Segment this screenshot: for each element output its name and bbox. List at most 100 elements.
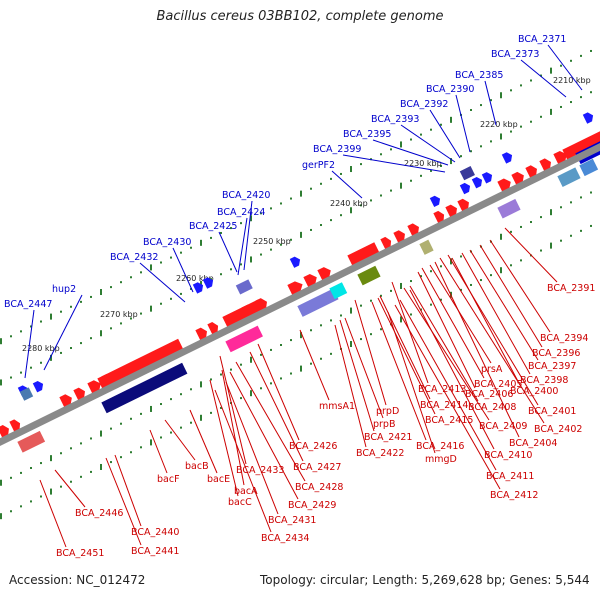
gene-label-bottom: BCA_2396 <box>532 348 580 359</box>
tick-mark <box>360 338 362 341</box>
tick-mark <box>350 207 352 214</box>
tick-mark <box>430 270 432 273</box>
leader-line <box>387 311 436 454</box>
leader-line <box>164 419 196 461</box>
tick-mark <box>560 206 562 209</box>
tick-mark <box>350 166 352 173</box>
tick-mark <box>60 485 62 488</box>
tick-mark <box>380 194 382 197</box>
tick-mark <box>50 354 52 361</box>
tick-mark <box>260 253 262 256</box>
tick-mark <box>360 163 362 166</box>
tick-mark <box>510 130 512 133</box>
tick-layer: 2210 kbp 2220 kbp 2230 kbp 2240 kbp 2250 kbp… <box>0 49 592 520</box>
label-layer: BCA_2371 BCA_2373 BCA_2385 BCA_2390 BCA_2392… <box>4 34 595 559</box>
tick-mark <box>420 275 422 278</box>
tick-mark <box>200 239 202 246</box>
gene-label-bottom: BCA_2415 <box>425 415 473 426</box>
tick-mark <box>500 133 502 140</box>
gene-label-top: BCA_2395 <box>343 129 391 140</box>
leader-line <box>189 409 218 474</box>
gene-label-bottom: BCA_2397 <box>528 361 576 372</box>
tick-mark <box>440 164 442 167</box>
tick-mark <box>480 279 482 282</box>
reverse-gene-teal <box>557 167 581 187</box>
tick-mark <box>210 278 212 281</box>
gene-label-bottom: BCA_2398 <box>520 375 568 386</box>
tick-mark <box>20 471 22 474</box>
tick-mark <box>330 352 332 355</box>
forward-gene <box>73 387 85 402</box>
tick-mark <box>110 461 112 464</box>
leader-line <box>439 257 545 424</box>
tick-mark <box>40 495 42 498</box>
gene-label-top: BCA_2371 <box>518 34 566 45</box>
gene-label-top: BCA_2424 <box>217 207 265 218</box>
tick-mark <box>50 313 52 320</box>
leader-line <box>299 329 330 401</box>
forward-gene <box>525 165 537 179</box>
tick-mark <box>310 228 312 231</box>
tick-mark <box>10 376 12 379</box>
tick-mark <box>90 337 92 340</box>
tick-mark <box>300 365 302 372</box>
tick-mark <box>570 59 572 62</box>
gene-label-bottom: bacA <box>234 486 258 497</box>
leader-line <box>421 267 485 379</box>
gene-label-bottom: BCA_2421 <box>364 432 412 443</box>
tick-mark <box>180 426 182 429</box>
tick-mark <box>250 256 252 263</box>
reverse-gene-cyan <box>329 282 348 300</box>
tick-mark <box>250 390 252 397</box>
gene-label-bottom: BCA_2412 <box>490 490 538 501</box>
leader-line <box>403 287 490 421</box>
leader-line <box>54 469 86 508</box>
tick-mark <box>390 148 392 151</box>
tick-mark <box>120 322 122 325</box>
forward-gene <box>9 419 21 433</box>
gene-label-bottom: prpD <box>376 406 399 417</box>
tick-mark <box>30 466 32 469</box>
leader-line <box>257 343 300 441</box>
leader-line <box>547 44 583 91</box>
tick-mark <box>190 246 192 249</box>
tick-mark <box>320 357 322 360</box>
tick-mark <box>310 329 312 332</box>
tick-mark <box>450 116 452 123</box>
tick-mark <box>320 324 322 327</box>
tick-mark <box>290 238 292 241</box>
tick-mark <box>80 300 82 303</box>
tick-mark <box>0 379 2 386</box>
tick-mark <box>230 268 232 271</box>
tick-mark <box>110 327 112 330</box>
tick-mark <box>420 174 422 177</box>
tick-mark <box>150 305 152 312</box>
leader-line <box>409 289 495 450</box>
tick-mark <box>0 338 2 345</box>
tick-mark <box>450 158 452 165</box>
tick-mark <box>320 224 322 227</box>
tick-mark <box>80 475 82 478</box>
tick-label: 2210 kbp <box>553 76 591 85</box>
reverse-gene-olive <box>357 265 381 286</box>
tick-mark <box>220 373 222 376</box>
tick-mark <box>380 294 382 297</box>
tick-mark <box>490 140 492 143</box>
tick-mark <box>570 201 572 204</box>
tick-mark <box>590 224 592 227</box>
gene-label-bottom: BCA_2408 <box>468 402 516 413</box>
leader-line <box>504 227 558 283</box>
gene-label-bottom: prpB <box>373 419 395 430</box>
tick-mark <box>240 222 242 225</box>
leader-line <box>409 285 479 402</box>
genome-title: Bacillus cereus 03BB102, complete genome <box>156 9 444 24</box>
accession-text: Accession: NC_012472 <box>9 573 146 587</box>
tick-mark <box>240 263 242 266</box>
leader-line <box>225 381 279 515</box>
tick-mark <box>180 251 182 254</box>
tick-mark <box>210 378 212 381</box>
forward-gene <box>195 327 207 342</box>
tick-mark <box>280 243 282 246</box>
gene-label-bottom: BCA_2441 <box>131 546 179 557</box>
gene-label-bottom: bacB <box>185 461 209 472</box>
